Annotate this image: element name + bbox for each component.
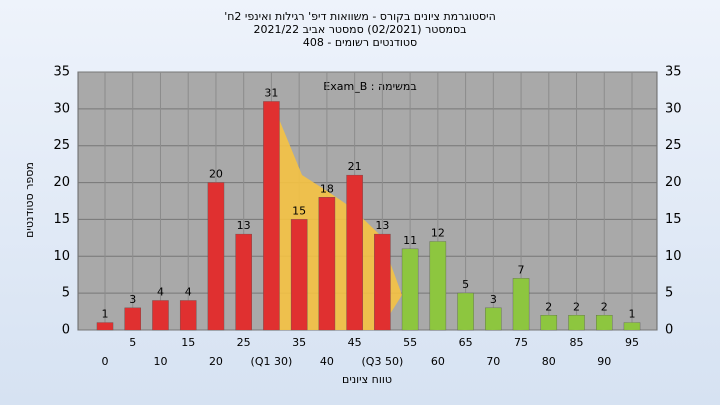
x-tick-label: 25: [237, 336, 251, 349]
bar-shine: [124, 307, 141, 330]
x-tick-label: (Q3 50): [362, 355, 404, 368]
bar-shine: [513, 278, 530, 330]
y-tick-label: 25: [665, 138, 682, 153]
data-label: 15: [292, 204, 306, 217]
y-tick-label: 25: [53, 138, 70, 153]
data-label: 2: [545, 300, 552, 313]
data-label: 3: [129, 293, 136, 306]
data-label: 7: [518, 263, 525, 276]
subtitle: סטודנטים רשומים - 408: [303, 36, 417, 49]
x-tick-label: 5: [129, 336, 136, 349]
bar-shine: [596, 315, 613, 330]
data-label: 3: [490, 293, 497, 306]
y-tick-label: 30: [665, 101, 682, 116]
bar-shine: [152, 300, 169, 330]
x-tick-label: 65: [459, 336, 473, 349]
x-tick-label: 15: [181, 336, 195, 349]
bar-shine: [402, 248, 419, 330]
data-label: 13: [237, 219, 251, 232]
x-tick-label: 80: [542, 355, 556, 368]
data-label: 1: [629, 308, 636, 321]
data-label: 2: [601, 300, 608, 313]
data-label: 21: [348, 160, 362, 173]
bar-shine: [235, 234, 252, 330]
data-label: 4: [185, 286, 192, 299]
x-tick-label: 95: [625, 336, 639, 349]
y-tick-label: 10: [53, 249, 70, 264]
y-tick-label: 20: [53, 175, 70, 190]
annotation: במשימה : Exam_B: [323, 80, 416, 93]
y-axis-label: מספר סטודנטים: [23, 162, 36, 238]
y-tick-label: 0: [665, 323, 673, 338]
bar-shine: [457, 293, 474, 330]
x-axis-label: טווח ציונים: [342, 373, 392, 386]
y-tick-label: 5: [62, 286, 70, 301]
bar-shine: [568, 315, 585, 330]
y-tick-label: 15: [53, 212, 70, 227]
bar-shine: [180, 300, 197, 330]
y-tick-label: 20: [665, 175, 682, 190]
bar-shine: [485, 307, 502, 330]
data-label: 12: [431, 227, 445, 240]
data-label: 2: [573, 300, 580, 313]
x-tick-label: 55: [403, 336, 417, 349]
x-tick-label: 70: [486, 355, 500, 368]
bar-shine: [97, 322, 113, 330]
bar-shine: [291, 219, 308, 330]
chart-title: היסטוגרמת ציונים בקורס - משוואות דיפ' רג…: [224, 10, 496, 23]
x-tick-label: 75: [514, 336, 528, 349]
bar-shine: [263, 101, 280, 330]
x-tick-label: 45: [348, 336, 362, 349]
bar-shine: [346, 175, 363, 330]
y-tick-label: 0: [62, 323, 70, 338]
y-tick-label: 10: [665, 249, 682, 264]
x-tick-label: 85: [570, 336, 584, 349]
x-tick-label: 90: [597, 355, 611, 368]
bar-shine: [318, 197, 335, 330]
subtitle: בסמסטר (02/2021) סמסטר אביב 2021/22: [253, 23, 466, 36]
data-label: 5: [462, 278, 469, 291]
bar-shine: [624, 322, 640, 330]
y-tick-label: 30: [53, 101, 70, 116]
y-tick-label: 15: [665, 212, 682, 227]
data-label: 31: [264, 86, 278, 99]
bar-shine: [429, 241, 446, 330]
y-tick-label: 35: [665, 65, 682, 80]
x-tick-label: (Q1 30): [251, 355, 293, 368]
x-tick-label: 35: [292, 336, 306, 349]
data-label: 1: [102, 308, 109, 321]
data-label: 4: [157, 286, 164, 299]
x-tick-label: 10: [153, 355, 167, 368]
x-tick-label: 60: [431, 355, 445, 368]
data-label: 11: [403, 234, 417, 247]
data-label: 18: [320, 182, 334, 195]
x-tick-label: 20: [209, 355, 223, 368]
data-label: 20: [209, 168, 223, 181]
bar-shine: [207, 182, 224, 330]
bar-shine: [540, 315, 557, 330]
y-tick-label: 35: [53, 65, 70, 80]
bar-shine: [374, 234, 391, 330]
y-tick-label: 5: [665, 286, 673, 301]
x-tick-label: 40: [320, 355, 334, 368]
data-label: 13: [375, 219, 389, 232]
x-tick-label: 0: [102, 355, 109, 368]
